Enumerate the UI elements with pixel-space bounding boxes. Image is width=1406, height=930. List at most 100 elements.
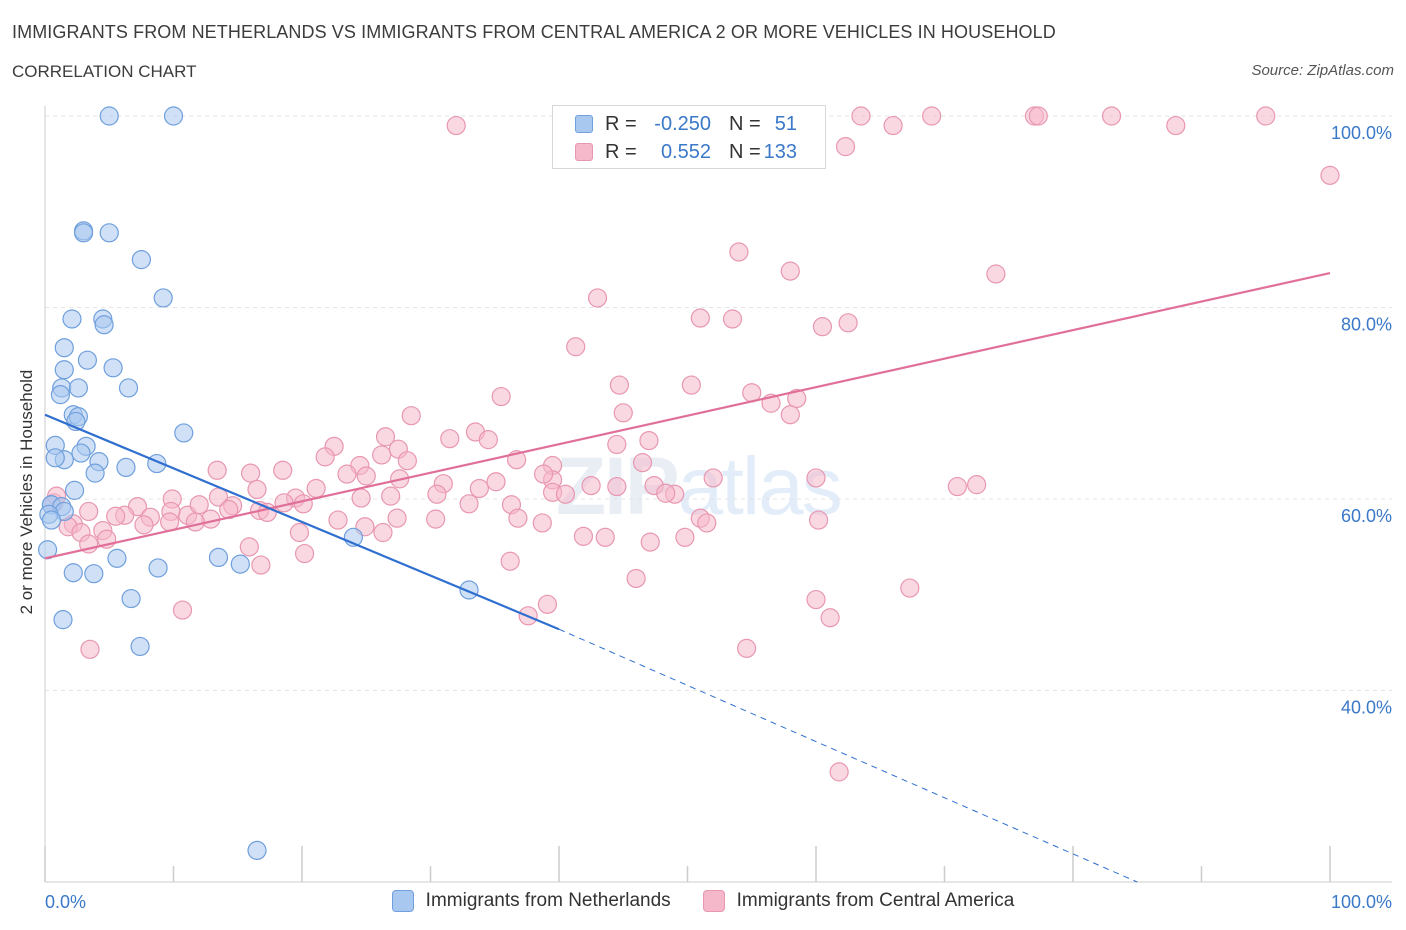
central-america-point — [829, 762, 849, 782]
netherlands-point — [130, 636, 150, 657]
trend-lines — [44, 271, 1331, 883]
central-america-point — [372, 445, 392, 465]
central-america-point — [351, 488, 371, 508]
central-america-point — [241, 463, 261, 483]
netherlands-point — [54, 360, 74, 380]
netherlands-point — [107, 548, 127, 568]
netherlands-point — [68, 378, 89, 398]
central-america-point — [587, 288, 608, 308]
grid-lines — [45, 115, 1392, 691]
netherlands-trend-extension — [558, 628, 1138, 883]
central-america-point — [566, 337, 586, 357]
central-america-point — [555, 484, 576, 504]
central-america-point — [293, 494, 313, 514]
central-america-point — [478, 430, 498, 450]
central-america-point — [337, 464, 357, 484]
central-america-point — [632, 453, 653, 473]
central-america-point — [315, 447, 335, 467]
netherlands-point — [71, 443, 91, 463]
netherlands-point — [116, 457, 136, 478]
n-label: N = — [729, 140, 761, 163]
x-tick-label: 0.0% — [45, 892, 86, 912]
central-america-point — [780, 405, 800, 425]
central-america-point — [681, 375, 701, 395]
central-america-point — [812, 317, 833, 337]
chart-title: IMMIGRANTS FROM NETHERLANDS VS IMMIGRANT… — [12, 22, 1056, 42]
netherlands-point — [103, 358, 123, 378]
central-america-point — [469, 478, 489, 499]
central-america-point — [508, 508, 528, 528]
central-america-point — [986, 264, 1006, 284]
netherlands-point — [64, 480, 85, 500]
netherlands-trend-line — [44, 413, 560, 631]
central-america-point — [459, 494, 479, 514]
netherlands-point — [99, 223, 119, 243]
central-america-point — [426, 509, 446, 529]
netherlands-swatch — [575, 115, 593, 133]
central-america-point — [427, 484, 447, 504]
netherlands-point — [247, 840, 267, 861]
central-america-point — [294, 543, 315, 564]
central-america-point — [640, 532, 660, 552]
central-america-point — [900, 578, 920, 598]
central-america-point — [306, 478, 326, 499]
central-america-point — [690, 308, 710, 328]
central-america-point — [207, 460, 227, 480]
y-tick-label: 100.0% — [1331, 123, 1392, 143]
netherlands-point — [118, 378, 139, 398]
central-america-point — [595, 527, 615, 547]
central-america-point — [1320, 165, 1340, 185]
central-america-point — [172, 600, 193, 620]
netherlands-point — [94, 315, 114, 335]
netherlands-point — [63, 563, 83, 583]
central-america-point — [947, 476, 967, 497]
central-america-point — [387, 508, 407, 528]
netherlands-point — [230, 554, 250, 574]
central-america-point — [626, 568, 646, 589]
central-america-point — [967, 475, 987, 495]
central-america-point — [1256, 106, 1276, 126]
netherlands-point — [53, 610, 73, 630]
netherlands-point — [41, 510, 62, 530]
legend-item-central-america[interactable]: Immigrants from Central America — [702, 890, 1014, 912]
central-america-point — [851, 106, 871, 126]
n-value: 133 — [763, 140, 797, 163]
central-america-point — [486, 472, 506, 492]
axes — [44, 106, 1392, 883]
tick-labels: 100.0% 80.0% 60.0% 40.0% 0.0% 100.0% — [45, 123, 1392, 912]
central-america-point — [1028, 106, 1048, 126]
central-america-point — [289, 522, 310, 543]
x-tick-label: 100.0% — [1331, 892, 1392, 912]
central-america-point — [537, 594, 558, 614]
central-america-point — [401, 406, 421, 426]
r-label: R = — [605, 112, 637, 135]
source-label[interactable]: Source: ZipAtlas.com — [1251, 62, 1394, 79]
central-america-point — [835, 137, 856, 157]
netherlands-point — [131, 250, 151, 270]
central-america-point — [729, 242, 749, 262]
central-america-swatch — [575, 143, 593, 161]
legend-label: Immigrants from Netherlands — [425, 890, 671, 911]
stats-row-central-america: R = 0.552 N = 133 — [575, 140, 797, 164]
central-america-point — [808, 510, 829, 530]
central-america-point — [491, 386, 511, 407]
central-america-point — [185, 512, 205, 532]
r-label: R = — [605, 140, 637, 163]
r-value: 0.552 — [660, 140, 711, 163]
netherlands-point — [62, 309, 82, 329]
central-america-point — [607, 434, 627, 455]
y-axis-label: 2 or more Vehicles in Household — [17, 370, 36, 615]
netherlands-point — [45, 448, 65, 468]
central-america-point — [189, 495, 209, 515]
central-america-point — [251, 555, 271, 575]
central-america-point — [703, 468, 723, 488]
legend-item-netherlands[interactable]: Immigrants from Netherlands — [391, 890, 671, 912]
n-label: N = — [729, 112, 761, 135]
netherlands-point — [148, 558, 168, 578]
y-tick-label: 40.0% — [1341, 698, 1392, 718]
central-america-point — [532, 513, 552, 533]
central-america-point — [381, 486, 401, 506]
y-tick-label: 60.0% — [1341, 506, 1392, 526]
central-america-point — [573, 526, 594, 546]
